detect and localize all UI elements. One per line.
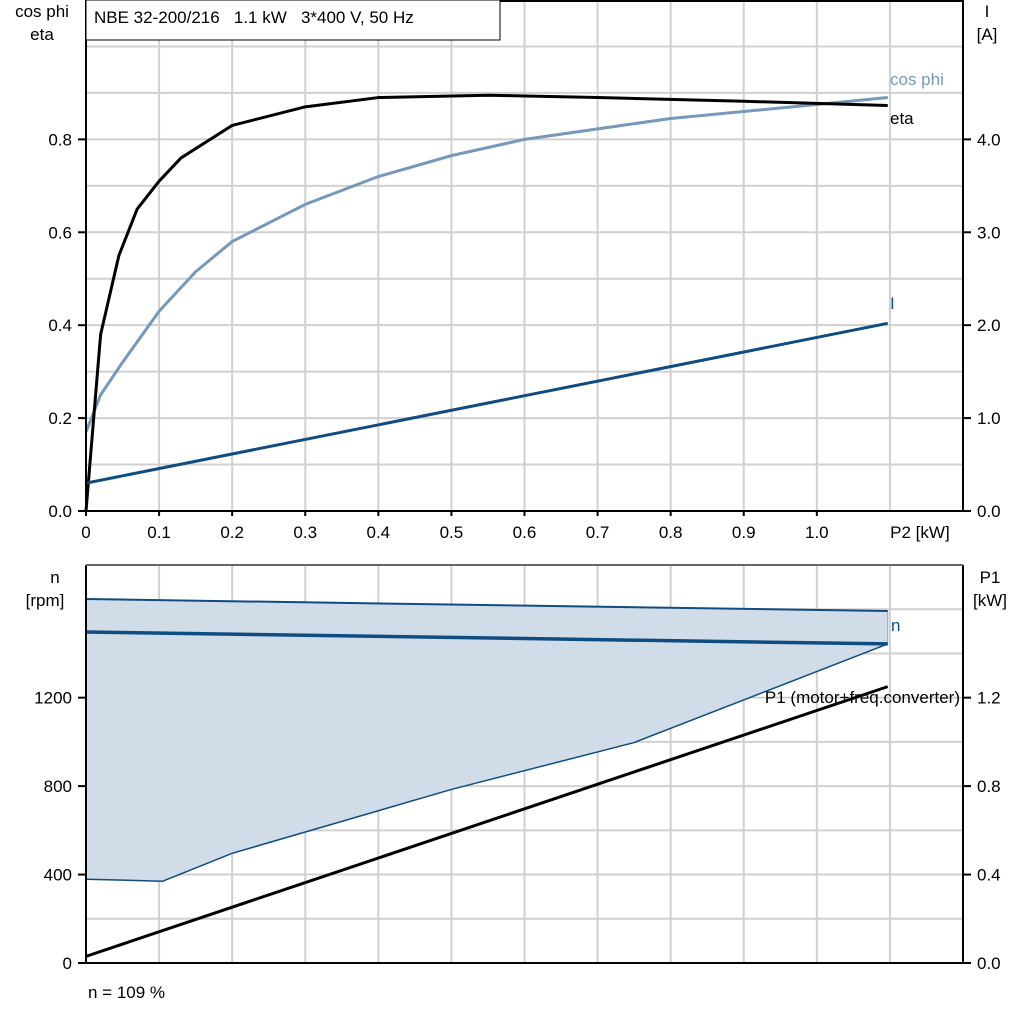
series-label-n: n xyxy=(891,616,900,635)
y-left-axis-label: cos phi xyxy=(15,2,69,21)
y-left-tick-label: 0.2 xyxy=(48,409,72,428)
y-left-tick-label: 400 xyxy=(44,866,72,885)
series-label-cos-phi: cos phi xyxy=(890,70,944,89)
top-grid xyxy=(86,0,963,511)
y-right-axis-label: I xyxy=(985,2,990,21)
x-tick-label: 0.7 xyxy=(586,523,610,542)
x-tick-label: 0 xyxy=(81,523,90,542)
x-tick-label: 0.6 xyxy=(513,523,537,542)
series-label-p1: P1 (motor+freq.converter) xyxy=(765,688,960,707)
y-right-axis-label: P1 xyxy=(980,568,1001,587)
speed-range-area xyxy=(86,599,888,882)
y-right-tick-label: 0.8 xyxy=(977,777,1001,796)
y-right-tick-label: 0.4 xyxy=(977,866,1001,885)
chart-title: NBE 32-200/216 1.1 kW 3*400 V, 50 Hz xyxy=(94,8,414,27)
n-max-line xyxy=(85,598,888,612)
x-tick-label: 0.2 xyxy=(220,523,244,542)
eta-line xyxy=(84,93,888,512)
series-label-eta: eta xyxy=(890,109,914,128)
y-left-tick-label: 0.8 xyxy=(48,130,72,149)
y-right-axis-label: [kW] xyxy=(973,591,1007,610)
y-left-tick-label: 0.0 xyxy=(48,502,72,521)
x-tick-label: 0.9 xyxy=(732,523,756,542)
n-line xyxy=(85,630,888,646)
x-tick-label: 0.5 xyxy=(440,523,464,542)
speed-footnote: n = 109 % xyxy=(88,983,165,1002)
x-tick-label: 0.1 xyxy=(147,523,171,542)
y-right-axis-label: [A] xyxy=(977,25,998,44)
x-tick-label: 0.4 xyxy=(367,523,391,542)
y-right-tick-label: 1.2 xyxy=(977,689,1001,708)
cos-phi-line xyxy=(84,96,888,433)
labels: 0 0.1 0.2 0.3 0.4 0.5 0.6 0.7 0.8 0.9 1.0 P2 [kW] 0.… xyxy=(15,2,1007,1002)
y-right-tick-label: 2.0 xyxy=(977,316,1001,335)
axes xyxy=(78,0,971,964)
y-left-tick-label: 1200 xyxy=(34,689,72,708)
p1-line xyxy=(85,685,889,958)
series-lines xyxy=(84,93,889,958)
x-axis-label: P2 [kW] xyxy=(890,523,950,542)
y-left-axis-label: [rpm] xyxy=(26,591,65,610)
title-box xyxy=(85,0,501,41)
series-label-current: I xyxy=(890,294,895,313)
y-right-tick-label: 3.0 xyxy=(977,223,1001,242)
y-left-axis-label: eta xyxy=(30,25,54,44)
y-left-tick-label: 0 xyxy=(63,954,72,973)
y-left-tick-label: 800 xyxy=(44,777,72,796)
x-tick-label: 0.8 xyxy=(659,523,683,542)
y-left-tick-label: 0.6 xyxy=(48,223,72,242)
y-right-tick-label: 1.0 xyxy=(977,409,1001,428)
x-tick-label: 0.3 xyxy=(293,523,317,542)
y-left-axis-label: n xyxy=(50,568,59,587)
y-right-tick-label: 0.0 xyxy=(977,954,1001,973)
y-right-tick-label: 4.0 xyxy=(977,130,1001,149)
current-line xyxy=(85,321,889,485)
y-left-tick-label: 0.4 xyxy=(48,316,72,335)
n-min-line xyxy=(85,643,888,882)
x-tick-label: 1.0 xyxy=(805,523,829,542)
y-right-tick-label: 0.0 xyxy=(977,502,1001,521)
